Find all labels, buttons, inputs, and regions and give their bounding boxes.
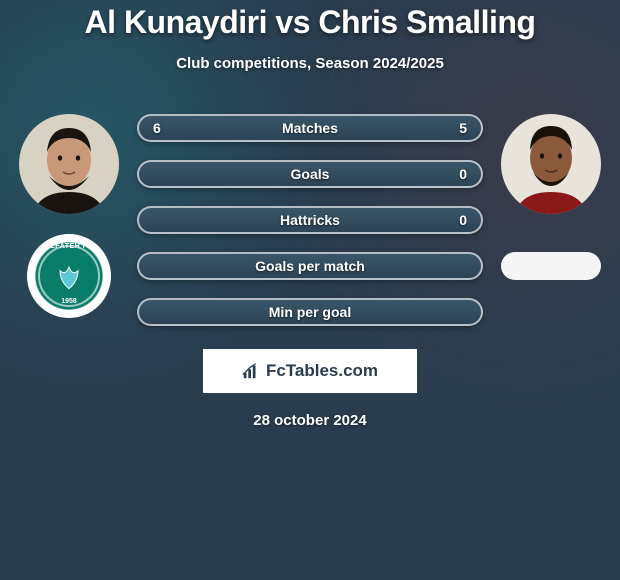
club-left-year: 1958 (61, 298, 77, 305)
player-right-avatar (501, 114, 601, 214)
stat-bar-goals: Goals 0 (137, 160, 483, 188)
stat-bar-min-per-goal: Min per goal (137, 298, 483, 326)
stat-bar-goals-per-match: Goals per match (137, 252, 483, 280)
club-left-badge: ALFATEH FC 1958 (27, 234, 111, 318)
stat-right-value: 5 (447, 120, 467, 136)
player-right-col (501, 114, 601, 280)
brand-box: FcTables.com (202, 348, 418, 394)
stat-right-value: 0 (447, 212, 467, 228)
club-right-badge (501, 252, 601, 280)
stat-right-value: 0 (447, 166, 467, 182)
comparison-row: ALFATEH FC 1958 6 Matches 5 Goals 0 Hat (0, 114, 620, 326)
stat-label: Min per goal (269, 304, 351, 320)
stat-label: Goals per match (255, 258, 365, 274)
player-left-col: ALFATEH FC 1958 (19, 114, 119, 318)
club-left-icon (51, 258, 87, 294)
stat-bar-matches: 6 Matches 5 (137, 114, 483, 142)
stat-label: Goals (291, 166, 330, 182)
stat-bars: 6 Matches 5 Goals 0 Hattricks 0 Goals pe… (137, 114, 483, 326)
date-text: 28 october 2024 (253, 412, 366, 429)
club-left-name: ALFATEH FC (45, 243, 93, 250)
stat-label: Matches (282, 120, 338, 136)
player-left-avatar (19, 114, 119, 214)
stat-left-value: 6 (153, 120, 173, 136)
stat-label: Hattricks (280, 212, 340, 228)
subtitle: Club competitions, Season 2024/2025 (176, 55, 444, 72)
page-title: Al Kunaydiri vs Chris Smalling (85, 4, 536, 41)
bar-chart-icon (242, 362, 260, 380)
brand-text: FcTables.com (266, 361, 378, 381)
stat-bar-hattricks: Hattricks 0 (137, 206, 483, 234)
